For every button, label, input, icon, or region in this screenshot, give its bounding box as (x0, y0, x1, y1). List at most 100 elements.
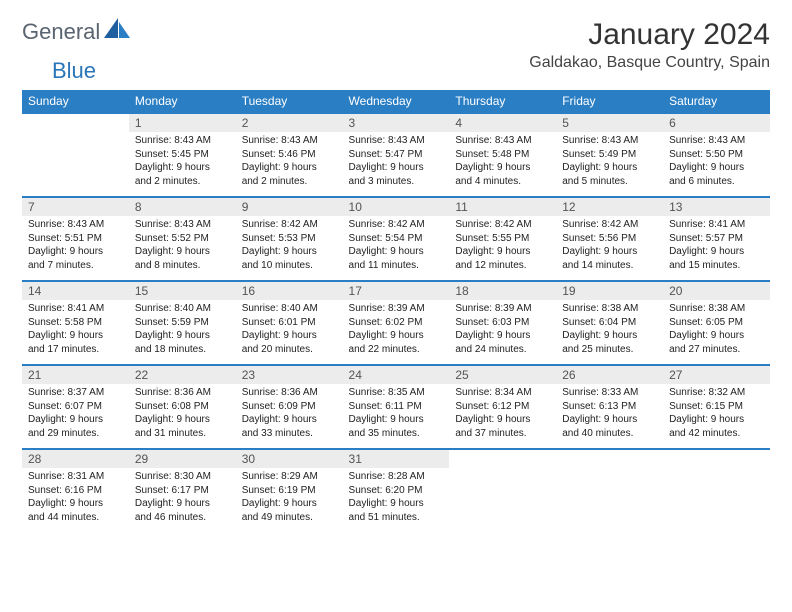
day-line: and 49 minutes. (242, 511, 337, 525)
day-number: 24 (343, 365, 450, 384)
day-line: Sunrise: 8:40 AM (242, 302, 337, 316)
day-body: Sunrise: 8:43 AMSunset: 5:52 PMDaylight:… (129, 216, 236, 280)
day-line: Daylight: 9 hours (28, 329, 123, 343)
day-body: Sunrise: 8:31 AMSunset: 6:16 PMDaylight:… (22, 468, 129, 532)
weekday-header: Wednesday (343, 90, 450, 113)
day-body: Sunrise: 8:41 AMSunset: 5:58 PMDaylight:… (22, 300, 129, 364)
day-number (22, 113, 129, 132)
day-number (449, 449, 556, 468)
day-body: Sunrise: 8:40 AMSunset: 6:01 PMDaylight:… (236, 300, 343, 364)
day-line: Sunrise: 8:29 AM (242, 470, 337, 484)
day-line: Sunset: 5:47 PM (349, 148, 444, 162)
calendar-day-cell: 1Sunrise: 8:43 AMSunset: 5:45 PMDaylight… (129, 113, 236, 197)
day-line: Sunrise: 8:36 AM (135, 386, 230, 400)
day-body: Sunrise: 8:42 AMSunset: 5:55 PMDaylight:… (449, 216, 556, 280)
day-body: Sunrise: 8:36 AMSunset: 6:09 PMDaylight:… (236, 384, 343, 448)
day-line: Sunset: 6:02 PM (349, 316, 444, 330)
calendar-day-cell: 16Sunrise: 8:40 AMSunset: 6:01 PMDayligh… (236, 281, 343, 365)
day-line: Sunrise: 8:34 AM (455, 386, 550, 400)
day-number: 10 (343, 197, 450, 216)
day-body: Sunrise: 8:37 AMSunset: 6:07 PMDaylight:… (22, 384, 129, 448)
day-line: Daylight: 9 hours (669, 245, 764, 259)
day-body (449, 468, 556, 524)
day-body: Sunrise: 8:38 AMSunset: 6:04 PMDaylight:… (556, 300, 663, 364)
day-number: 27 (663, 365, 770, 384)
day-number: 14 (22, 281, 129, 300)
day-line: Sunrise: 8:41 AM (669, 218, 764, 232)
day-number: 6 (663, 113, 770, 132)
day-number: 20 (663, 281, 770, 300)
day-line: and 51 minutes. (349, 511, 444, 525)
day-line: Sunrise: 8:38 AM (562, 302, 657, 316)
calendar-day-cell: 4Sunrise: 8:43 AMSunset: 5:48 PMDaylight… (449, 113, 556, 197)
day-line: Sunset: 6:11 PM (349, 400, 444, 414)
day-line: Sunrise: 8:42 AM (242, 218, 337, 232)
day-line: and 37 minutes. (455, 427, 550, 441)
day-line: Sunrise: 8:42 AM (455, 218, 550, 232)
day-line: Sunset: 6:04 PM (562, 316, 657, 330)
day-line: Daylight: 9 hours (455, 245, 550, 259)
day-line: Sunrise: 8:42 AM (562, 218, 657, 232)
title-block: January 2024 Galdakao, Basque Country, S… (529, 18, 770, 72)
day-line: Daylight: 9 hours (135, 413, 230, 427)
day-body: Sunrise: 8:43 AMSunset: 5:45 PMDaylight:… (129, 132, 236, 196)
calendar-day-cell (22, 113, 129, 197)
day-number: 30 (236, 449, 343, 468)
day-line: and 25 minutes. (562, 343, 657, 357)
day-line: Sunrise: 8:30 AM (135, 470, 230, 484)
day-line: and 6 minutes. (669, 175, 764, 189)
day-number (663, 449, 770, 468)
day-number: 31 (343, 449, 450, 468)
day-line: Sunset: 6:07 PM (28, 400, 123, 414)
day-line: and 46 minutes. (135, 511, 230, 525)
day-line: and 29 minutes. (28, 427, 123, 441)
day-body (22, 132, 129, 188)
day-line: Sunset: 5:53 PM (242, 232, 337, 246)
calendar-week-row: 1Sunrise: 8:43 AMSunset: 5:45 PMDaylight… (22, 113, 770, 197)
calendar-day-cell: 21Sunrise: 8:37 AMSunset: 6:07 PMDayligh… (22, 365, 129, 449)
calendar-day-cell: 22Sunrise: 8:36 AMSunset: 6:08 PMDayligh… (129, 365, 236, 449)
day-line: Sunset: 5:45 PM (135, 148, 230, 162)
day-number: 22 (129, 365, 236, 384)
day-number: 21 (22, 365, 129, 384)
day-line: Daylight: 9 hours (349, 161, 444, 175)
day-body: Sunrise: 8:35 AMSunset: 6:11 PMDaylight:… (343, 384, 450, 448)
day-line: Sunrise: 8:43 AM (135, 134, 230, 148)
day-body: Sunrise: 8:42 AMSunset: 5:53 PMDaylight:… (236, 216, 343, 280)
weekday-header: Sunday (22, 90, 129, 113)
weekday-header: Saturday (663, 90, 770, 113)
day-line: Sunset: 5:52 PM (135, 232, 230, 246)
calendar-day-cell: 19Sunrise: 8:38 AMSunset: 6:04 PMDayligh… (556, 281, 663, 365)
day-body: Sunrise: 8:32 AMSunset: 6:15 PMDaylight:… (663, 384, 770, 448)
calendar-week-row: 28Sunrise: 8:31 AMSunset: 6:16 PMDayligh… (22, 449, 770, 533)
day-body: Sunrise: 8:43 AMSunset: 5:51 PMDaylight:… (22, 216, 129, 280)
calendar-day-cell: 8Sunrise: 8:43 AMSunset: 5:52 PMDaylight… (129, 197, 236, 281)
weekday-header: Monday (129, 90, 236, 113)
calendar-week-row: 21Sunrise: 8:37 AMSunset: 6:07 PMDayligh… (22, 365, 770, 449)
day-line: Sunrise: 8:38 AM (669, 302, 764, 316)
day-line: Daylight: 9 hours (28, 245, 123, 259)
day-line: Daylight: 9 hours (135, 161, 230, 175)
day-line: Sunrise: 8:43 AM (135, 218, 230, 232)
day-line: Sunset: 6:19 PM (242, 484, 337, 498)
day-line: and 17 minutes. (28, 343, 123, 357)
weekday-header: Tuesday (236, 90, 343, 113)
day-number: 12 (556, 197, 663, 216)
day-body: Sunrise: 8:42 AMSunset: 5:54 PMDaylight:… (343, 216, 450, 280)
calendar-day-cell: 24Sunrise: 8:35 AMSunset: 6:11 PMDayligh… (343, 365, 450, 449)
day-body: Sunrise: 8:40 AMSunset: 5:59 PMDaylight:… (129, 300, 236, 364)
day-body: Sunrise: 8:36 AMSunset: 6:08 PMDaylight:… (129, 384, 236, 448)
calendar-day-cell: 26Sunrise: 8:33 AMSunset: 6:13 PMDayligh… (556, 365, 663, 449)
day-line: Sunset: 5:50 PM (669, 148, 764, 162)
day-line: and 7 minutes. (28, 259, 123, 273)
day-line: Sunset: 6:01 PM (242, 316, 337, 330)
calendar-day-cell (663, 449, 770, 533)
day-line: and 15 minutes. (669, 259, 764, 273)
day-line: Sunrise: 8:33 AM (562, 386, 657, 400)
day-number: 5 (556, 113, 663, 132)
day-line: Daylight: 9 hours (562, 413, 657, 427)
day-line: Sunset: 6:12 PM (455, 400, 550, 414)
day-number: 25 (449, 365, 556, 384)
day-line: Sunset: 5:49 PM (562, 148, 657, 162)
day-number: 29 (129, 449, 236, 468)
